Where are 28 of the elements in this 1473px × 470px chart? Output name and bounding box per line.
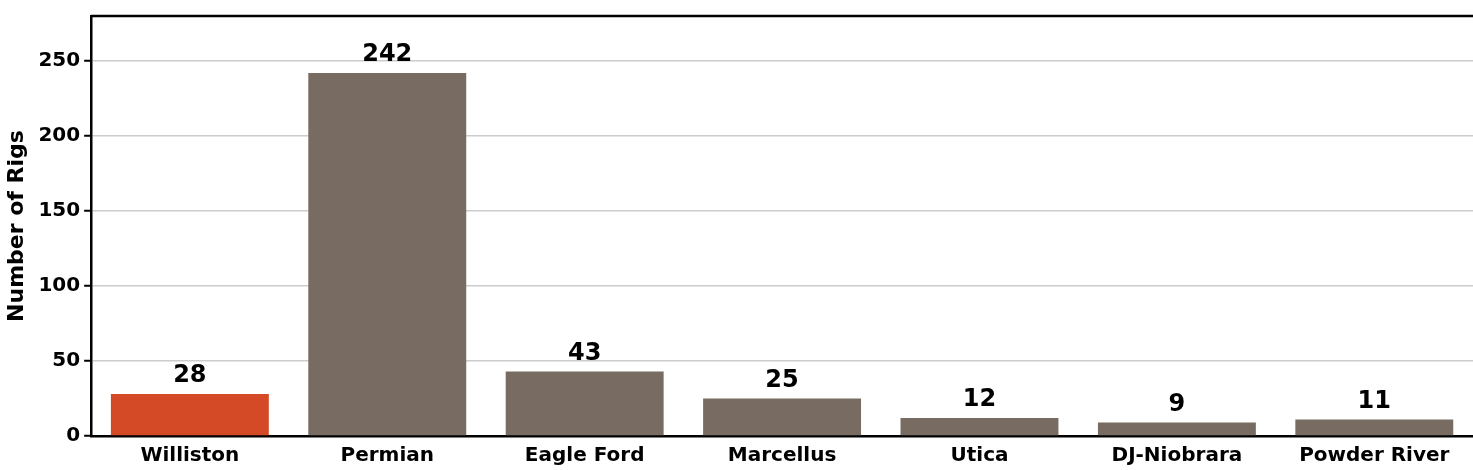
x-tick-label: DJ-Niobrara bbox=[1111, 442, 1243, 467]
bar bbox=[1097, 422, 1256, 436]
y-axis-title: Number of Rigs bbox=[2, 130, 28, 322]
x-tick-label: Eagle Ford bbox=[524, 442, 645, 467]
x-tick-label: Permian bbox=[340, 442, 435, 467]
data-label: 43 bbox=[567, 337, 602, 366]
bar bbox=[110, 394, 269, 436]
data-label: 12 bbox=[962, 384, 997, 413]
bar bbox=[1295, 419, 1454, 436]
data-label: 28 bbox=[173, 360, 207, 389]
bar bbox=[505, 371, 664, 436]
x-tick-label: Marcellus bbox=[727, 442, 837, 467]
y-tick-label: 50 bbox=[52, 347, 81, 372]
x-tick-label: Powder River bbox=[1299, 442, 1450, 467]
y-tick-label: 100 bbox=[38, 272, 81, 297]
y-tick-label: 150 bbox=[38, 197, 81, 222]
y-tick-label: 200 bbox=[38, 122, 81, 147]
x-tick-label: Williston bbox=[140, 442, 240, 467]
data-label: 242 bbox=[362, 39, 413, 68]
bar bbox=[703, 398, 862, 436]
data-label: 11 bbox=[1357, 385, 1391, 414]
y-tick-label: 0 bbox=[66, 422, 81, 447]
x-tick-label: Utica bbox=[950, 442, 1009, 467]
bar bbox=[308, 73, 467, 436]
y-tick-label: 250 bbox=[38, 47, 81, 72]
bar bbox=[900, 418, 1059, 436]
data-label: 25 bbox=[765, 364, 799, 393]
data-label: 9 bbox=[1168, 388, 1186, 417]
